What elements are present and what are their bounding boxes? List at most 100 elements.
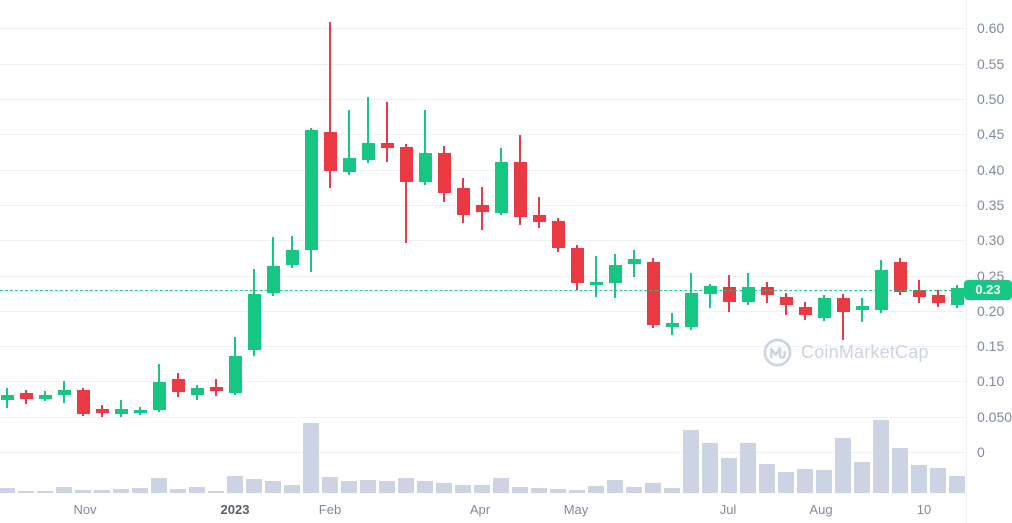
candle-body bbox=[779, 296, 793, 306]
gridline bbox=[0, 346, 966, 347]
y-axis-line bbox=[966, 0, 967, 523]
y-tick-label: 0.40 bbox=[977, 162, 1005, 178]
volume-bar bbox=[492, 478, 509, 493]
candle-body bbox=[855, 305, 869, 311]
volume-bar bbox=[17, 491, 34, 493]
volume-bar bbox=[93, 490, 110, 493]
volume-bar bbox=[435, 483, 452, 493]
volume-bar bbox=[74, 490, 91, 493]
volume-bar bbox=[454, 485, 471, 493]
gridline bbox=[0, 311, 966, 312]
candle-body bbox=[76, 389, 90, 414]
x-tick-label: Feb bbox=[318, 502, 342, 517]
candle-wick bbox=[709, 283, 711, 308]
volume-bar bbox=[777, 472, 794, 493]
y-tick-label: 0.60 bbox=[977, 20, 1005, 36]
volume-bar bbox=[397, 478, 414, 493]
candle-body bbox=[114, 408, 128, 414]
volume-bar bbox=[625, 487, 642, 493]
volume-bar bbox=[910, 465, 927, 493]
candle-body bbox=[95, 408, 109, 414]
volume-bar bbox=[226, 476, 243, 493]
candle-body bbox=[0, 394, 14, 400]
candle-body bbox=[304, 130, 318, 251]
volume-bar bbox=[169, 489, 186, 493]
volume-bar bbox=[321, 477, 338, 493]
y-tick-label: 0 bbox=[977, 444, 985, 460]
volume-bar bbox=[929, 468, 946, 493]
volume-bar bbox=[340, 481, 357, 493]
volume-bar bbox=[758, 464, 775, 493]
candle-body bbox=[817, 298, 831, 318]
gridline bbox=[0, 99, 966, 100]
candle-wick bbox=[595, 255, 597, 297]
volume-bar bbox=[739, 443, 756, 493]
candle-body bbox=[437, 152, 451, 193]
candle-wick bbox=[538, 197, 540, 229]
y-tick-label: 0.30 bbox=[977, 232, 1005, 248]
candle-body bbox=[836, 298, 850, 313]
gridline bbox=[0, 240, 966, 241]
gridline bbox=[0, 452, 966, 453]
volume-bar bbox=[283, 485, 300, 493]
candle-wick bbox=[120, 399, 122, 417]
volume-bar bbox=[473, 485, 490, 493]
candle-body bbox=[741, 286, 755, 302]
volume-bar bbox=[948, 476, 965, 493]
candle-body bbox=[513, 161, 527, 217]
x-tick-label: Nov bbox=[73, 502, 97, 517]
volume-bar bbox=[112, 489, 129, 493]
volume-bar bbox=[549, 489, 566, 493]
candle-body bbox=[722, 286, 736, 302]
candle-body bbox=[798, 307, 812, 316]
volume-bar bbox=[815, 470, 832, 493]
gridline bbox=[0, 64, 966, 65]
candle-body bbox=[646, 262, 660, 325]
y-tick-label: 0.10 bbox=[977, 373, 1005, 389]
candle-body bbox=[19, 392, 33, 400]
gridline bbox=[0, 170, 966, 171]
candle-body bbox=[266, 265, 280, 294]
y-tick-label: 0.20 bbox=[977, 303, 1005, 319]
candle-wick bbox=[424, 110, 426, 186]
volume-bar bbox=[891, 448, 908, 493]
x-tick-label: May bbox=[563, 502, 589, 517]
volume-bar bbox=[587, 486, 604, 493]
volume-bar bbox=[150, 478, 167, 493]
candle-body bbox=[285, 250, 299, 265]
candle-body bbox=[532, 214, 546, 222]
volume-bar bbox=[872, 420, 889, 493]
x-tick-label: Apr bbox=[469, 502, 491, 517]
y-tick-label: 0.45 bbox=[977, 126, 1005, 142]
volume-bar bbox=[834, 438, 851, 493]
candle-wick bbox=[842, 293, 844, 340]
candle-body bbox=[627, 259, 641, 265]
candle-body bbox=[247, 293, 261, 350]
volume-bar bbox=[131, 488, 148, 493]
volume-bar bbox=[416, 481, 433, 493]
candle-body bbox=[152, 382, 166, 410]
candle-body bbox=[589, 281, 603, 285]
volume-bar bbox=[663, 488, 680, 493]
candle-body bbox=[57, 389, 71, 395]
x-tick-label: Jul bbox=[719, 502, 737, 517]
candle-wick bbox=[386, 101, 388, 162]
candle-wick bbox=[405, 144, 407, 243]
candle-body bbox=[228, 355, 242, 393]
y-tick-label: 0.35 bbox=[977, 197, 1005, 213]
candle-body bbox=[494, 161, 508, 213]
current-price-line bbox=[0, 290, 962, 291]
candle-wick bbox=[348, 110, 350, 176]
candle-body bbox=[551, 221, 565, 248]
candle-body bbox=[456, 187, 470, 215]
current-price-badge: 0.23 bbox=[964, 280, 1012, 300]
y-tick-label: 0.15 bbox=[977, 338, 1005, 354]
candle-body bbox=[931, 295, 945, 304]
candle-body bbox=[665, 322, 679, 328]
volume-bar bbox=[701, 443, 718, 493]
candle-body bbox=[893, 262, 907, 292]
volume-bar bbox=[36, 491, 53, 493]
volume-bar bbox=[264, 481, 281, 493]
volume-bar bbox=[796, 469, 813, 493]
